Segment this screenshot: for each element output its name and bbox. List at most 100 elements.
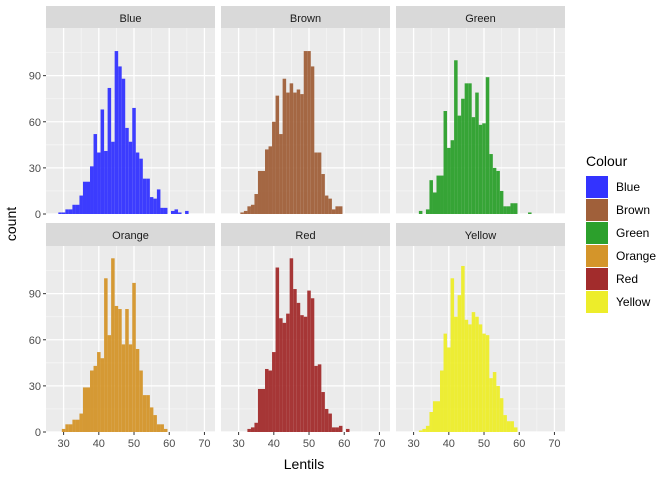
bar-blue — [163, 207, 168, 214]
bar-green — [432, 192, 437, 214]
bar-yellow — [440, 370, 444, 432]
y-tick-label: 30 — [29, 163, 41, 175]
legend-label-blue: Blue — [616, 180, 640, 194]
bar-yellow — [506, 421, 511, 432]
x-tick-label: 30 — [57, 438, 69, 450]
bar-red — [300, 315, 304, 432]
bar-red — [314, 365, 318, 432]
strip-label-blue: Blue — [119, 13, 141, 25]
bar-red — [331, 427, 336, 432]
bar-blue — [97, 152, 101, 214]
bar-blue — [132, 107, 136, 214]
bar-yellow — [513, 427, 518, 432]
bar-green — [528, 212, 532, 214]
bar-brown — [289, 83, 294, 215]
bar-orange — [68, 424, 73, 432]
bar-blue — [160, 207, 164, 214]
bar-green — [482, 123, 486, 214]
bar-blue — [149, 197, 154, 214]
bar-blue — [100, 109, 105, 214]
bar-red — [335, 427, 339, 432]
bar-blue — [111, 141, 115, 214]
bar-red — [338, 425, 343, 432]
bar-brown — [286, 92, 290, 214]
panel-orange: Orange — [46, 223, 215, 433]
bar-orange — [114, 305, 119, 432]
bar-orange — [97, 352, 101, 432]
bar-brown — [314, 152, 318, 214]
bar-yellow — [425, 425, 430, 432]
bar-red — [286, 313, 290, 432]
bar-yellow — [436, 401, 441, 432]
legend-key-yellow — [586, 291, 608, 313]
bar-orange — [125, 309, 129, 432]
bar-green — [492, 167, 497, 214]
bar-yellow — [454, 316, 458, 432]
bar-orange — [149, 407, 154, 432]
bar-green — [429, 180, 433, 214]
bar-blue — [156, 189, 161, 214]
strip-label-yellow: Yellow — [465, 230, 496, 242]
bar-green — [475, 92, 479, 214]
x-tick-label: 60 — [163, 438, 175, 450]
bar-red — [303, 316, 308, 432]
bar-brown — [328, 198, 332, 214]
bar-brown — [247, 206, 251, 214]
bar-brown — [279, 134, 283, 214]
bar-blue — [135, 152, 140, 214]
bar-orange — [61, 428, 66, 432]
bar-green — [485, 77, 490, 214]
bar-blue — [82, 181, 87, 214]
x-tick-label: 70 — [373, 438, 385, 450]
bar-blue — [128, 141, 133, 214]
y-tick-label: 60 — [29, 335, 41, 347]
bar-brown — [296, 89, 301, 214]
bar-blue — [142, 178, 147, 214]
strip-orange — [46, 223, 215, 246]
y-tick-label: 90 — [29, 289, 41, 301]
bar-blue — [68, 209, 73, 214]
bar-blue — [174, 209, 179, 214]
x-tick-label: 50 — [303, 438, 315, 450]
bar-orange — [160, 424, 164, 432]
bar-yellow — [510, 421, 514, 432]
bar-blue — [118, 66, 122, 214]
bar-yellow — [475, 316, 479, 432]
bar-orange — [111, 258, 115, 432]
legend-label-orange: Orange — [616, 249, 656, 263]
bar-yellow — [482, 333, 486, 432]
bar-green — [436, 175, 441, 214]
bar-green — [478, 124, 483, 214]
bar-brown — [265, 149, 269, 214]
bar-blue — [153, 198, 157, 214]
legend-key-brown — [586, 199, 608, 221]
bar-blue — [185, 210, 189, 214]
bar-orange — [121, 344, 126, 432]
bar-orange — [100, 358, 105, 432]
bar-red — [296, 302, 301, 432]
bar-brown — [303, 51, 308, 215]
bar-green — [443, 111, 448, 214]
bar-blue — [90, 166, 94, 214]
bar-green — [510, 203, 514, 214]
bar-green — [447, 147, 451, 214]
bar-red — [261, 388, 266, 432]
bar-yellow — [432, 401, 437, 432]
bar-yellow — [468, 324, 472, 432]
bar-red — [307, 290, 311, 432]
bar-red — [247, 428, 251, 432]
x-tick-label: 50 — [478, 438, 490, 450]
x-tick-label: 60 — [338, 438, 350, 450]
bar-brown — [307, 51, 311, 215]
bar-orange — [153, 415, 157, 432]
y-axis-title: count — [3, 207, 19, 241]
bar-green — [506, 206, 511, 214]
bar-green — [513, 203, 518, 214]
bar-red — [250, 427, 255, 432]
bar-yellow — [461, 265, 465, 432]
bar-blue — [86, 181, 91, 214]
bar-green — [499, 190, 504, 214]
bar-orange — [65, 424, 69, 432]
legend-label-yellow: Yellow — [616, 295, 651, 309]
bar-blue — [125, 127, 129, 214]
